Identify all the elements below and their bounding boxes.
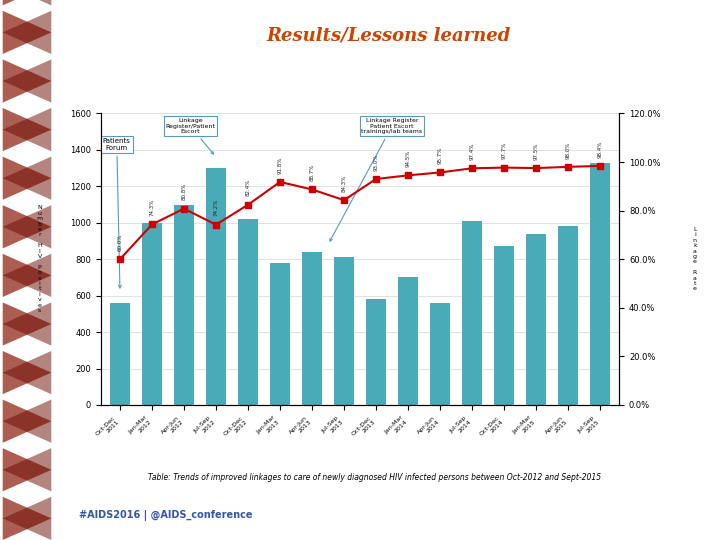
Bar xyxy=(269,263,290,405)
Polygon shape xyxy=(3,400,51,443)
Text: 80.8%: 80.8% xyxy=(181,183,186,200)
Bar xyxy=(557,226,578,405)
Text: 94.5%: 94.5% xyxy=(405,150,410,167)
Text: 97.4%: 97.4% xyxy=(469,143,474,160)
Text: 60.0%: 60.0% xyxy=(117,233,122,251)
Text: L
i
n
k
a
g
e
 
R
a
t
e: L i n k a g e R a t e xyxy=(693,227,697,292)
Text: 91.8%: 91.8% xyxy=(277,156,282,173)
Bar xyxy=(174,205,194,405)
Polygon shape xyxy=(3,11,51,54)
Bar xyxy=(206,168,226,405)
Polygon shape xyxy=(3,448,51,491)
Text: 74.3%: 74.3% xyxy=(150,199,155,216)
Text: 98.4%: 98.4% xyxy=(598,140,603,158)
Polygon shape xyxy=(3,0,51,5)
Polygon shape xyxy=(3,108,51,151)
Bar xyxy=(366,299,387,405)
Polygon shape xyxy=(3,302,51,346)
Polygon shape xyxy=(3,254,51,297)
Bar xyxy=(590,163,611,405)
Polygon shape xyxy=(3,254,51,297)
Text: 74.2%: 74.2% xyxy=(214,199,218,217)
Polygon shape xyxy=(3,497,51,540)
Polygon shape xyxy=(3,351,51,394)
Text: 88.7%: 88.7% xyxy=(310,164,315,181)
Text: Linkage Register
Patient Escort
trainings/lab teams: Linkage Register Patient Escort training… xyxy=(330,118,423,241)
Bar xyxy=(109,303,130,405)
Polygon shape xyxy=(3,11,51,54)
Text: 97.5%: 97.5% xyxy=(534,143,539,160)
Text: #AIDS2016 | @AIDS_conference: #AIDS2016 | @AIDS_conference xyxy=(79,510,252,521)
Polygon shape xyxy=(3,448,51,491)
Text: N
u
m
b
e
r
 
H
I
V
 
P
o
s
i
t
i
v
e
s: N u m b e r H I V P o s i t i v e s xyxy=(37,205,42,313)
Polygon shape xyxy=(3,205,51,248)
Bar xyxy=(238,219,258,405)
Bar xyxy=(494,246,514,405)
Text: 95.7%: 95.7% xyxy=(438,147,443,164)
Polygon shape xyxy=(3,0,51,5)
Polygon shape xyxy=(3,497,51,540)
Bar xyxy=(142,222,163,405)
Polygon shape xyxy=(3,351,51,394)
Text: Patients
Forum: Patients Forum xyxy=(103,138,131,288)
Bar xyxy=(397,278,418,405)
Polygon shape xyxy=(3,157,51,200)
Text: 82.4%: 82.4% xyxy=(246,179,251,197)
Polygon shape xyxy=(3,205,51,248)
Bar xyxy=(430,303,451,405)
Text: Table: Trends of improved linkages to care of newly diagnosed HIV infected perso: Table: Trends of improved linkages to ca… xyxy=(148,474,601,482)
Text: 93.0%: 93.0% xyxy=(374,153,379,171)
Polygon shape xyxy=(3,400,51,443)
Bar xyxy=(333,258,354,405)
Polygon shape xyxy=(3,59,51,103)
Text: 84.3%: 84.3% xyxy=(341,174,346,192)
Polygon shape xyxy=(3,59,51,103)
Bar xyxy=(462,221,482,405)
Polygon shape xyxy=(3,302,51,346)
Polygon shape xyxy=(3,157,51,200)
Bar xyxy=(526,234,546,405)
Text: 97.7%: 97.7% xyxy=(502,142,506,159)
Text: 98.0%: 98.0% xyxy=(565,141,570,159)
Bar xyxy=(302,252,323,405)
Polygon shape xyxy=(3,108,51,151)
Text: Linkage
Register/Patient
Escort: Linkage Register/Patient Escort xyxy=(166,118,215,154)
Text: Results/Lessons learned: Results/Lessons learned xyxy=(266,26,511,44)
